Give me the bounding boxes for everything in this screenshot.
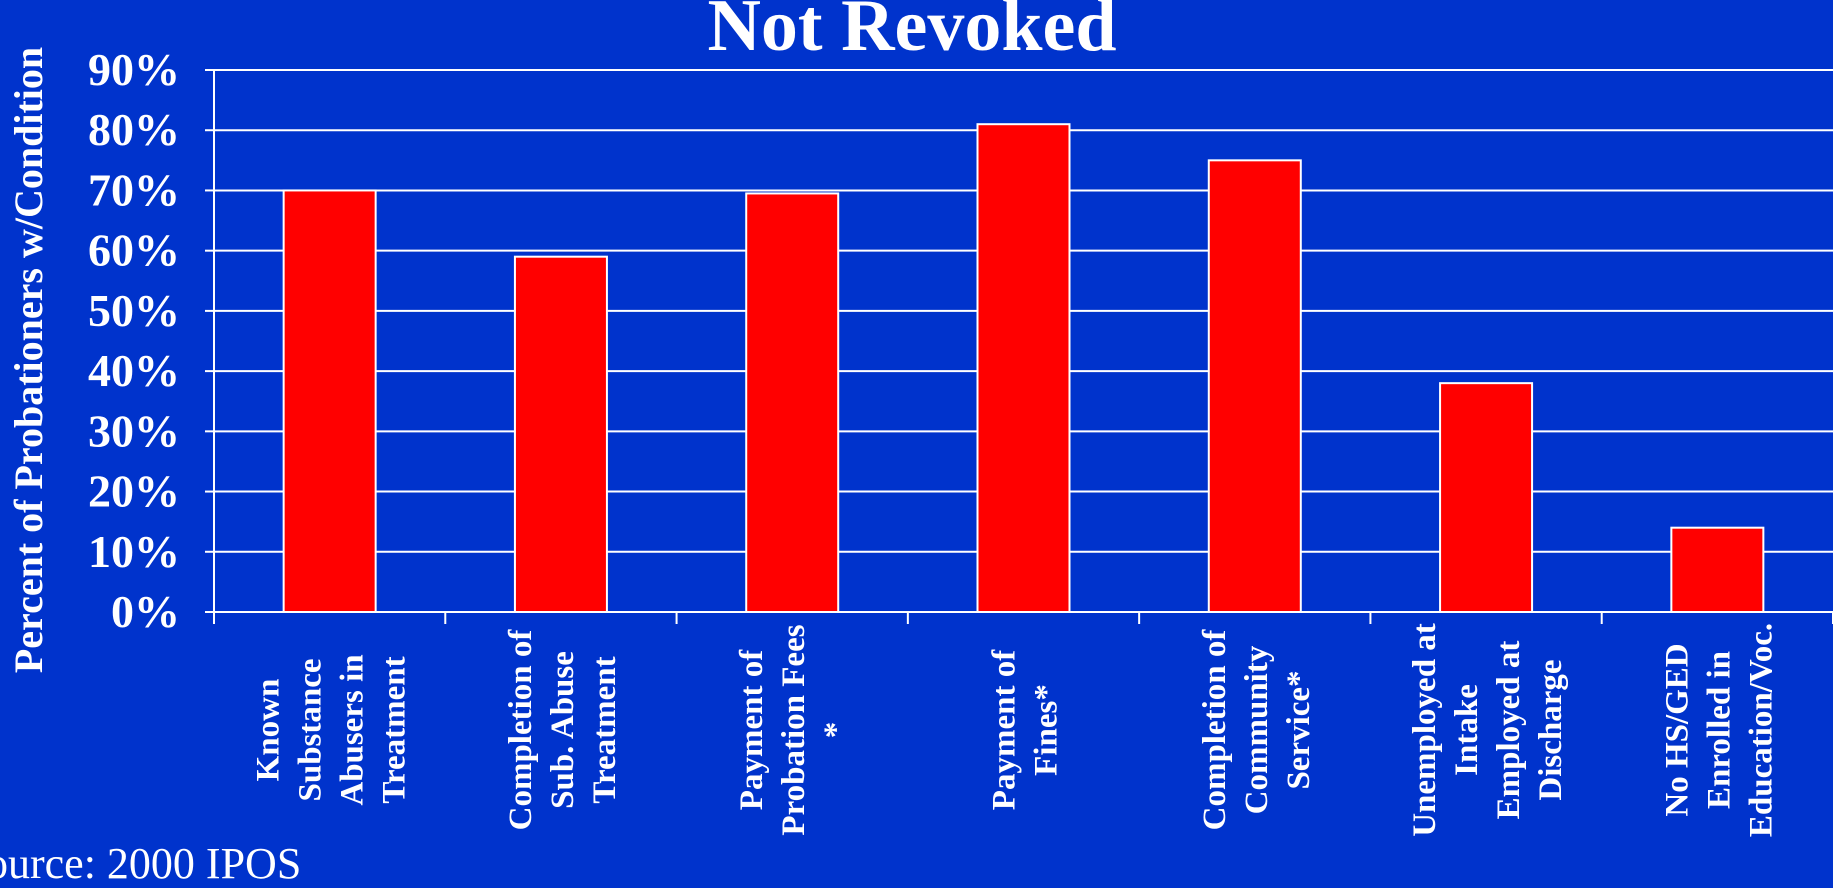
y-axis-label: Percent of Probationers w/Condition (6, 47, 51, 673)
y-tick-label: 50% (88, 285, 180, 336)
x-category-label: Completion of (1197, 629, 1233, 831)
y-tick-label: 30% (88, 405, 180, 456)
x-category-label: Treatment (587, 656, 623, 803)
x-category-label: * (818, 722, 854, 739)
bar (1670, 526, 1765, 614)
x-category-label: Payment of (987, 649, 1023, 810)
y-tick-labels: 0% 10% 20% 30% 40% 50% 60% 70% 80% 90% (88, 44, 180, 637)
y-tick-label: 10% (88, 526, 180, 577)
x-category-label: Completion of (503, 629, 539, 831)
bar (1207, 159, 1302, 613)
x-category-label: No HS/GED (1659, 643, 1695, 816)
y-tick-label: 40% (88, 345, 180, 396)
x-category-label: Enrolled in (1701, 651, 1737, 809)
x-category-label: Treatment (377, 656, 413, 803)
x-category-labels: Known Substance Abusers in Treatment Complet… (251, 623, 1780, 837)
x-category-label: Payment of (734, 649, 770, 810)
x-category-label: Fines* (1029, 684, 1065, 776)
x-category-label: Unemployed at (1407, 623, 1443, 837)
x-category-label: Abusers in (335, 654, 371, 805)
bar (976, 123, 1071, 613)
y-tick-label: 0% (111, 586, 180, 637)
x-category-label: Education/Voc. (1743, 623, 1779, 837)
chart-title: Not Revoked (707, 0, 1116, 67)
x-category-label: Probation Fees (776, 624, 812, 835)
y-tick-label: 70% (88, 164, 180, 215)
x-category-label: Employed at (1491, 641, 1527, 820)
x-category-label: Sub. Abuse (545, 651, 581, 809)
y-tick-label: 90% (88, 44, 180, 95)
bar (282, 189, 377, 613)
x-category-label: Substance (293, 658, 329, 801)
axes (205, 69, 1833, 624)
x-category-label: Discharge (1533, 659, 1569, 800)
bar (513, 255, 608, 613)
bar (1439, 382, 1534, 613)
x-category-label: Community (1239, 645, 1275, 814)
x-category-label: Intake (1449, 684, 1485, 776)
x-category-label: Service* (1281, 670, 1317, 789)
y-tick-label: 20% (88, 466, 180, 517)
x-category-label: Known (251, 679, 287, 782)
bar (745, 192, 840, 613)
y-tick-label: 80% (88, 104, 180, 155)
bars (282, 123, 1765, 614)
source-note: ource: 2000 IPOS (0, 839, 302, 888)
y-tick-label: 60% (88, 225, 180, 276)
